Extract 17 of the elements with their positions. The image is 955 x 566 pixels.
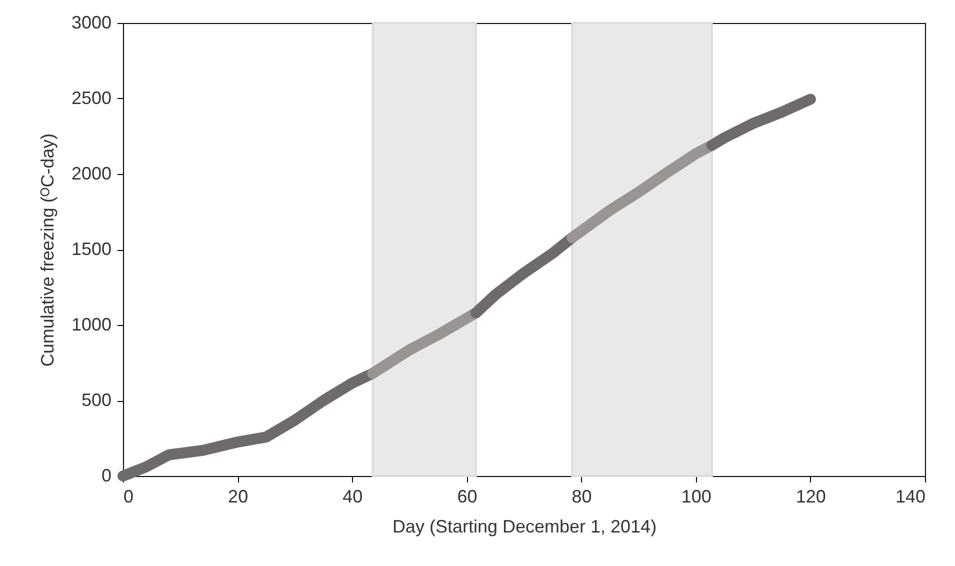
x-tick-label: 120 (796, 486, 826, 506)
x-tick-label: 40 (342, 486, 363, 506)
x-tick-label: 0 (124, 486, 134, 506)
y-tick-label: 1000 (71, 314, 112, 334)
x-tick-label: 80 (572, 486, 592, 506)
y-axis-title: Cumulative freezing (ᴼC-day) (37, 133, 58, 367)
x-tick-label: 60 (457, 486, 478, 506)
x-tick-label: 100 (681, 486, 712, 506)
y-tick-label: 0 (101, 466, 112, 486)
y-tick-label: 1500 (71, 239, 112, 259)
x-tick-label: 140 (895, 486, 926, 506)
y-tick-label: 500 (81, 390, 112, 410)
x-tick-label: 20 (228, 486, 248, 506)
y-tick-label: 3000 (71, 12, 112, 32)
y-tick-label: 2000 (71, 164, 112, 184)
x-axis-title: Day (Starting December 1, 2014) (392, 516, 657, 536)
y-tick-label: 2500 (71, 88, 112, 108)
